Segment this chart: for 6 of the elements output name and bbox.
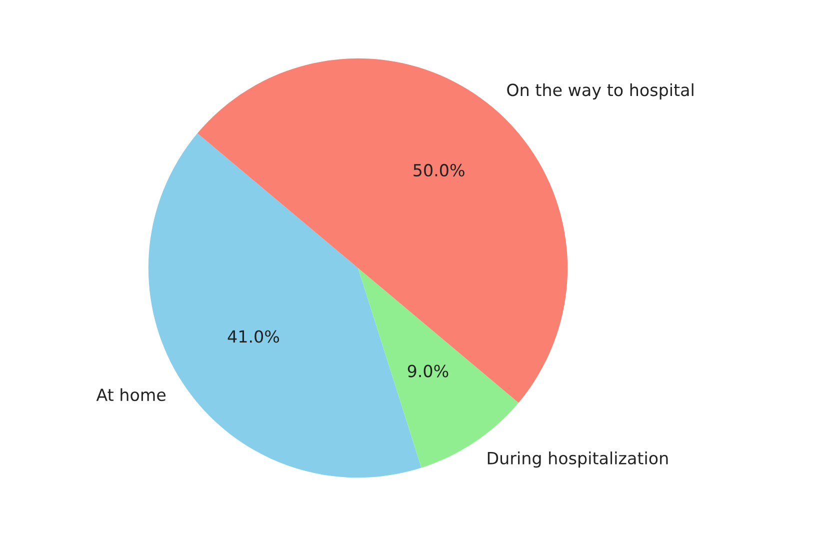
data-label: 50.0%	[414, 164, 464, 176]
data-label: 9.0%	[408, 364, 448, 378]
slice-label: During hospitalization	[488, 452, 668, 468]
data-label: 41.0%	[228, 330, 280, 343]
slice-label: On the way to hospital	[507, 83, 694, 100]
slice-label: At home	[96, 388, 166, 402]
